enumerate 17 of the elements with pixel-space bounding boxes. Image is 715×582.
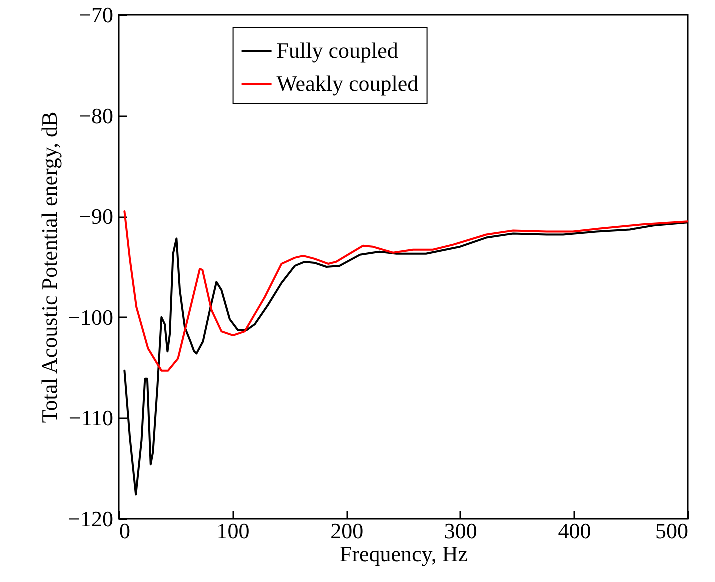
y-tick-label: −110 (68, 406, 114, 431)
x-tick-label: 0 (120, 518, 130, 544)
y-tick-label: −70 (79, 2, 114, 28)
x-tick-label: 300 (444, 518, 478, 544)
x-tick-label: 100 (216, 518, 250, 544)
legend-label: Fully coupled (276, 38, 398, 63)
legend-label: Weakly coupled (276, 71, 419, 96)
x-axis-title: Frequency, Hz (340, 542, 468, 566)
y-tick-label: −120 (68, 506, 114, 532)
y-tick-label: −80 (79, 103, 114, 128)
y-tick-label: −100 (68, 304, 114, 330)
x-tick-label: 200 (330, 518, 364, 544)
y-axis-title: Total Acoustic Potential energy, dB (37, 112, 62, 424)
y-tick-label: −90 (79, 204, 114, 230)
x-tick-label: 500 (656, 518, 688, 544)
line-series (124, 210, 688, 372)
x-tick-label: 400 (558, 518, 592, 544)
